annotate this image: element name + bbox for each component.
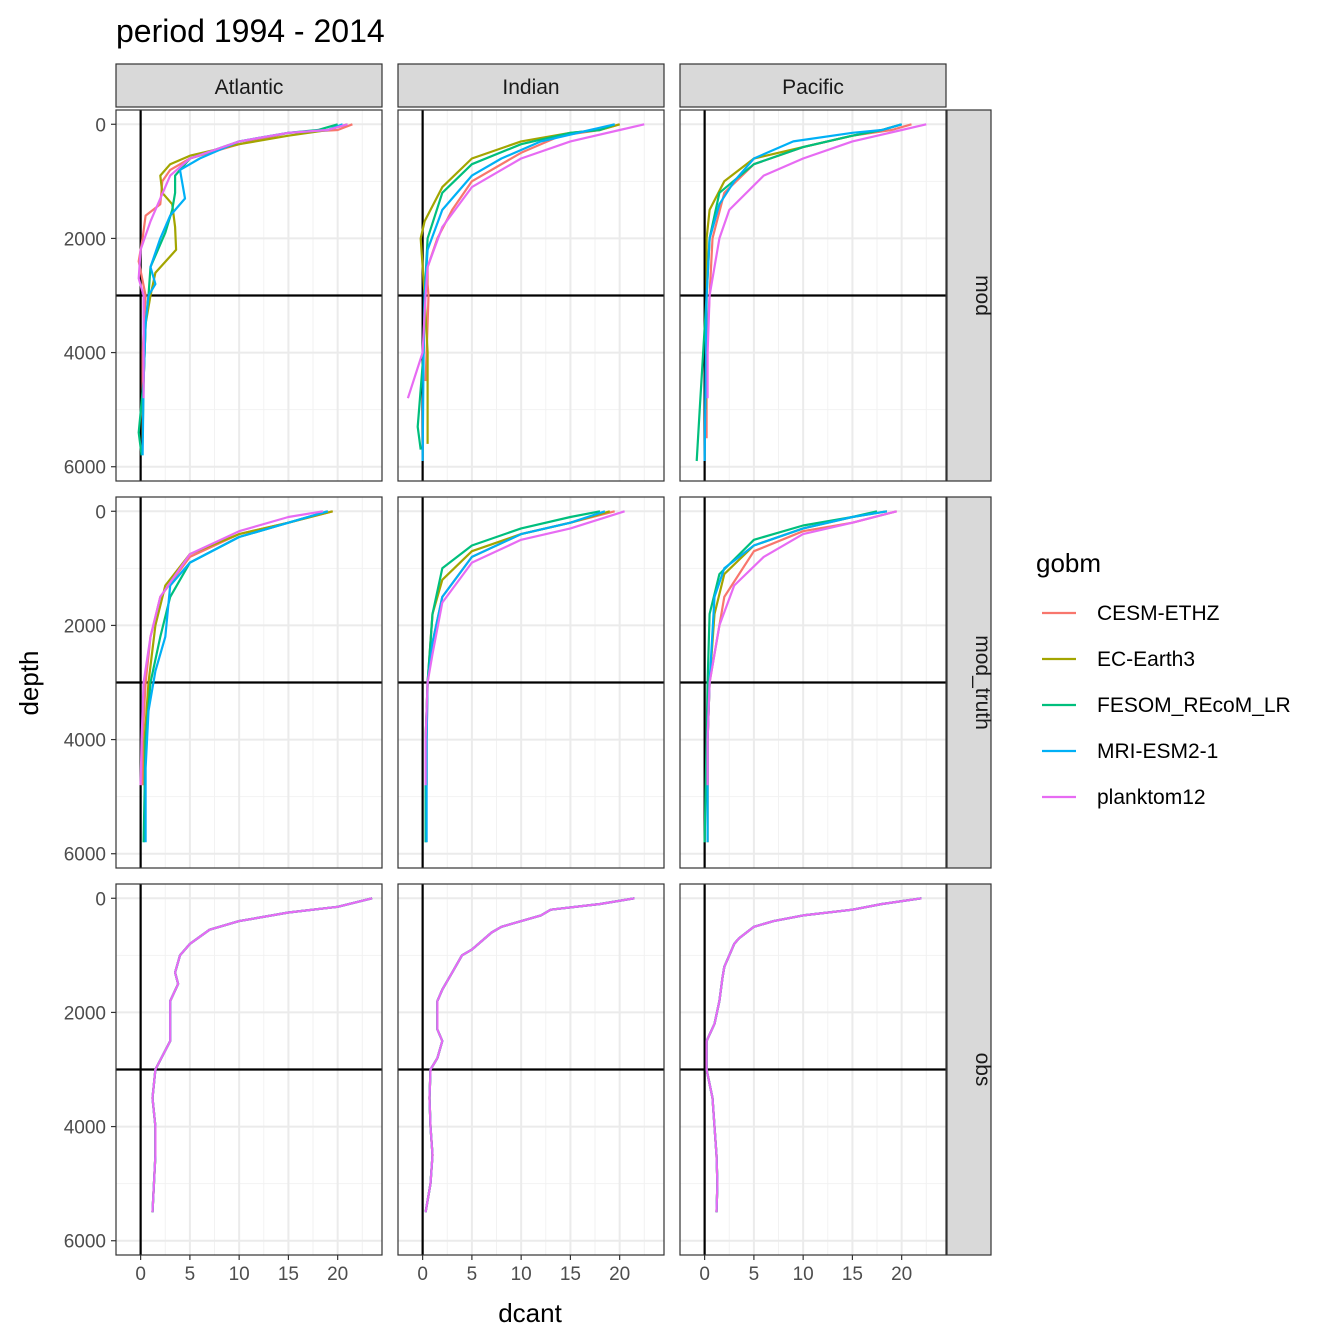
column-strip-atlantic: Atlantic [115,63,383,108]
series-line-planktom12 [706,510,897,786]
x-tick-label: 20 [891,1264,912,1285]
facet-panels: Atlantic Indian Pacificmodmod_truthobs0200… [64,63,994,1285]
y-tick-label: 6000 [64,1232,106,1253]
y-tick-label: 2000 [64,229,106,250]
x-tick-label: 15 [842,1264,863,1285]
series-line-planktom12 [705,897,922,1213]
panel-border [397,496,665,869]
series-line-planktom12 [424,510,625,786]
panel-atlantic-obs: 0 2000 4000 6000 0 5 10 15 20 [64,883,383,1285]
row-strip-label: mod_truth [971,635,994,730]
panel-indian-obs: 0 5 10 15 20 [397,883,665,1285]
x-tick-label: 0 [417,1264,428,1285]
chart-title: period 1994 - 2014 [116,13,385,49]
column-strip-background [397,63,665,108]
x-tick-label: 5 [749,1264,760,1285]
panel-border [397,883,665,1256]
legend-item-planktom12: planktom12 [1042,786,1206,809]
panel-pacific-obs: 0 5 10 15 20 [679,883,947,1285]
legend-item-label: planktom12 [1097,786,1206,809]
column-strip-indian: Indian [397,63,665,108]
series-line-planktom12 [424,897,635,1213]
y-tick-label: 4000 [64,731,106,752]
legend-item-ec-earth3: EC-Earth3 [1042,648,1195,671]
x-tick-label: 10 [793,1264,814,1285]
panel-indian-mod [397,109,665,482]
column-strip-label: Pacific [782,76,844,99]
row-strip-mod-truth: mod_truth [946,496,994,869]
y-axis-label: depth [14,650,44,715]
x-tick-label: 20 [609,1264,630,1285]
row-strip-mod: mod [946,109,994,482]
series-line-planktom12 [706,123,927,399]
legend-item-label: MRI-ESM2-1 [1097,740,1218,763]
x-tick-label: 15 [278,1264,299,1285]
legend-item-cesm-ethz: CESM-ETHZ [1042,602,1220,625]
column-strip-label: Indian [502,76,559,99]
row-strip-background [946,109,992,482]
panel-indian-mod-truth [397,496,665,869]
y-tick-label: 6000 [64,845,106,866]
series-line-mri-esm2-1 [703,123,903,462]
row-strip-background [946,883,992,1256]
panel-border [397,109,665,482]
x-tick-label: 5 [185,1264,196,1285]
x-tick-label: 10 [229,1264,250,1285]
y-tick-label: 0 [95,502,106,523]
series-line-planktom12 [139,510,324,786]
panel-atlantic-mod-truth: 0 2000 4000 6000 [64,496,383,869]
y-tick-label: 2000 [64,616,106,637]
panel-border [679,496,947,869]
x-tick-label: 20 [327,1264,348,1285]
row-strip-obs: obs [946,883,994,1256]
y-tick-label: 4000 [64,344,106,365]
column-strip-pacific: Pacific [679,63,947,108]
x-tick-label: 0 [135,1264,146,1285]
legend-item-fesom-recom-lr: FESOM_REcoM_LR [1042,694,1291,717]
column-strip-background [115,63,383,108]
row-strip-label: obs [971,1053,994,1087]
x-tick-label: 0 [699,1264,710,1285]
legend: gobm CESM-ETHZ EC-Earth3 FESOM_REcoM_LR MRI… [1036,548,1291,809]
row-strip-label: mod [971,275,994,316]
series-line-planktom12 [137,123,348,399]
panel-border [115,883,383,1256]
legend-item-mri-esm2-1: MRI-ESM2-1 [1042,740,1218,763]
legend-item-label: EC-Earth3 [1097,648,1195,671]
y-tick-label: 2000 [64,1003,106,1024]
y-tick-label: 6000 [64,458,106,479]
legend-item-label: FESOM_REcoM_LR [1097,694,1291,717]
y-tick-label: 4000 [64,1118,106,1139]
y-tick-label: 0 [95,889,106,910]
legend-item-label: CESM-ETHZ [1097,602,1220,625]
panel-border [679,883,947,1256]
series-line-planktom12 [151,897,373,1213]
y-tick-label: 0 [95,115,106,136]
panel-border [115,496,383,869]
x-tick-label: 10 [511,1264,532,1285]
panel-border [115,109,383,482]
x-tick-label: 15 [560,1264,581,1285]
panel-atlantic-mod: 0 2000 4000 6000 [64,109,383,482]
panel-pacific-mod [679,109,947,482]
x-axis-label: dcant [498,1298,562,1328]
panel-pacific-mod-truth [679,496,947,869]
legend-title: gobm [1036,548,1101,578]
column-strip-background [679,63,947,108]
series-line-planktom12 [406,123,645,399]
series-line-mri-esm2-1 [144,510,329,843]
panel-border [679,109,947,482]
row-strip-background [946,496,992,869]
x-tick-label: 5 [467,1264,478,1285]
column-strip-label: Atlantic [215,76,284,99]
